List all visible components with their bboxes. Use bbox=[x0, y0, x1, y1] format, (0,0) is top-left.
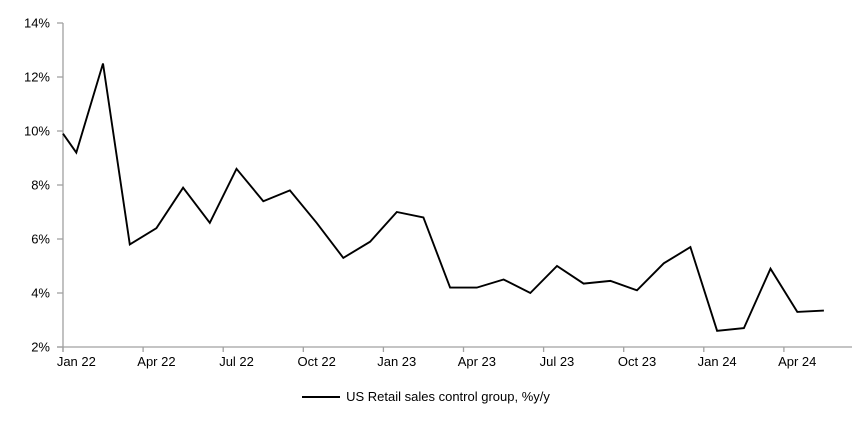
x-axis-tick-label: Oct 22 bbox=[298, 354, 336, 369]
y-axis-tick-label: 10% bbox=[24, 124, 50, 139]
y-axis-tick-label: 14% bbox=[24, 16, 50, 31]
x-axis-tick-label: Jan 23 bbox=[377, 354, 416, 369]
y-axis-tick-label: 2% bbox=[31, 340, 50, 355]
y-axis-tick-label: 4% bbox=[31, 286, 50, 301]
legend-label: US Retail sales control group, %y/y bbox=[346, 389, 550, 404]
x-axis-tick-label: Oct 23 bbox=[618, 354, 656, 369]
x-axis-tick-label: Jul 23 bbox=[540, 354, 575, 369]
x-axis-tick-label: Apr 22 bbox=[137, 354, 175, 369]
x-axis-tick-label: Apr 24 bbox=[778, 354, 816, 369]
x-axis-tick-label: Apr 23 bbox=[458, 354, 496, 369]
y-axis-tick-label: 6% bbox=[31, 232, 50, 247]
legend: US Retail sales control group, %y/y bbox=[0, 389, 852, 404]
x-axis-tick-label: Jul 22 bbox=[219, 354, 254, 369]
y-axis-tick-label: 8% bbox=[31, 178, 50, 193]
data-line-us-retail-sales bbox=[62, 63, 824, 332]
y-axis-tick-label: 12% bbox=[24, 70, 50, 85]
x-axis-tick-label: Jan 24 bbox=[698, 354, 737, 369]
x-axis-tick-label: Jan 22 bbox=[57, 354, 96, 369]
legend-line-sample bbox=[302, 395, 341, 398]
